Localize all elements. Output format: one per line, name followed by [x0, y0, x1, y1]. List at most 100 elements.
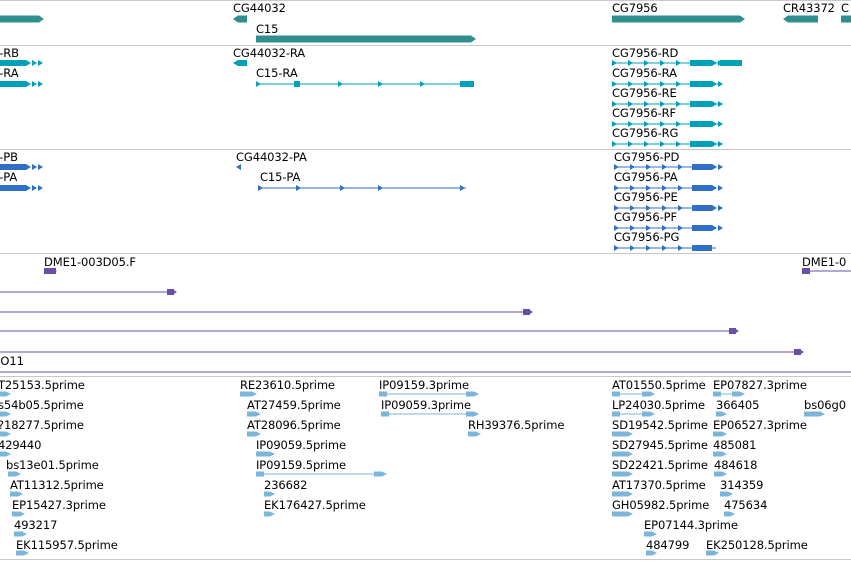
clone-end-arrow[interactable] — [734, 328, 739, 334]
mrna-c15-ra-arrow[interactable] — [420, 81, 425, 87]
protein-cg7956-exon-arrow[interactable] — [712, 225, 717, 231]
mrna-c15-ra-exon[interactable] — [460, 81, 474, 87]
est-arrow[interactable] — [270, 451, 275, 457]
protein-cg7956-arrow[interactable] — [662, 225, 667, 231]
protein-cg7956-arrow[interactable] — [662, 164, 667, 170]
protein-cg7956-arrow[interactable] — [646, 185, 651, 191]
mrna-cg7956-exon-arrow[interactable] — [712, 121, 717, 127]
mrna-cg7956-exon-arrow[interactable] — [718, 121, 723, 127]
mrna-left-exon-arrow[interactable] — [26, 60, 31, 66]
est-label-e4[interactable]: 429440 — [0, 438, 42, 452]
est-label-e29[interactable]: EP07827.3prime — [713, 378, 807, 392]
est-arrow[interactable] — [728, 491, 733, 497]
est-block[interactable] — [466, 411, 474, 417]
mrna-left-exon[interactable] — [0, 60, 26, 66]
protein-label-p-c15-pa[interactable]: C15-PA — [260, 170, 301, 184]
clone-end[interactable] — [523, 309, 530, 315]
protein-cg7956-arrow[interactable] — [646, 225, 651, 231]
protein-cg7956-arrow[interactable] — [662, 185, 667, 191]
est-arrow[interactable] — [628, 511, 633, 517]
est-block[interactable] — [716, 411, 722, 417]
est-label-e18[interactable]: IP09059.3prime — [381, 398, 471, 412]
est-block[interactable] — [724, 511, 730, 517]
mrna-cg7956-exon[interactable] — [690, 81, 712, 87]
mrna-cg7956-arrow[interactable] — [676, 60, 681, 66]
protein-c15-pa-arrow[interactable] — [460, 185, 465, 191]
est-arrow[interactable] — [652, 550, 657, 556]
est-label-e5[interactable]: bs13e01.5prime — [6, 458, 99, 472]
est-arrow[interactable] — [20, 511, 25, 517]
gene-label-g-right[interactable]: C — [841, 1, 849, 15]
clone-label-c-dme1-003d05[interactable]: DME1-003D05.F — [44, 255, 136, 269]
est-block[interactable] — [14, 531, 22, 537]
gene-label-g-cg44032[interactable]: CG44032 — [233, 1, 286, 15]
protein-cg7956-exon[interactable] — [692, 164, 712, 170]
clone-dme1-003d05-arrow[interactable] — [52, 268, 57, 274]
protein-c15-pa-arrow[interactable] — [378, 185, 383, 191]
est-block[interactable] — [240, 391, 252, 397]
est-block[interactable] — [374, 471, 382, 477]
est-block[interactable] — [8, 471, 16, 477]
est-label-e19[interactable]: RH39376.5prime — [468, 418, 565, 432]
est-label-e13[interactable]: IP09059.5prime — [256, 438, 346, 452]
protein-left-exon-arrow[interactable] — [26, 185, 31, 191]
mrna-cg7956-arrow[interactable] — [628, 141, 633, 147]
est-block[interactable] — [713, 451, 722, 457]
transcript-label-t-rf[interactable]: CG7956-RF — [612, 106, 677, 120]
mrna-cg7956-rd-exon[interactable] — [720, 60, 742, 66]
protein-c15-pa-arrow[interactable] — [296, 185, 301, 191]
est-block[interactable] — [468, 431, 476, 437]
est-label-e12[interactable]: AT28096.5prime — [247, 418, 341, 432]
transcript-label-t-re[interactable]: CG7956-RE — [612, 86, 677, 100]
protein-cg7956-arrow[interactable] — [662, 245, 667, 251]
est-arrow[interactable] — [652, 531, 657, 537]
est-label-e9[interactable]: EK115957.5prime — [16, 538, 118, 552]
mrna-cg7956-arrow[interactable] — [644, 81, 649, 87]
est-block[interactable] — [264, 491, 270, 497]
protein-cg7956-exon-arrow[interactable] — [712, 205, 717, 211]
mrna-cg44032-ra[interactable] — [233, 60, 247, 66]
est-arrow[interactable] — [740, 391, 745, 397]
mrna-cg7956-arrow[interactable] — [612, 141, 617, 147]
gene-glyph-right[interactable] — [841, 15, 851, 23]
est-arrow[interactable] — [722, 411, 727, 417]
mrna-left-exon-arrow[interactable] — [38, 60, 43, 66]
protein-cg44032-pa[interactable] — [236, 164, 241, 170]
est-block[interactable] — [379, 391, 387, 397]
mrna-cg7956-arrow[interactable] — [612, 60, 617, 66]
est-arrow[interactable] — [476, 431, 481, 437]
mrna-left-exon-arrow[interactable] — [32, 81, 37, 87]
transcript-label-t-ra[interactable]: 2-RA — [0, 66, 19, 80]
mrna-c15-ra-arrow[interactable] — [256, 81, 261, 87]
protein-c15-pa-arrow[interactable] — [340, 185, 345, 191]
mrna-cg7956-exon-arrow[interactable] — [718, 101, 723, 107]
est-block[interactable] — [10, 491, 18, 497]
est-block[interactable] — [612, 431, 628, 437]
protein-cg7956-exon-arrow[interactable] — [712, 164, 717, 170]
clone-label-c-18o11[interactable]: 18O11 — [0, 354, 24, 368]
est-block[interactable] — [612, 391, 620, 397]
est-arrow[interactable] — [474, 391, 479, 397]
est-arrow[interactable] — [650, 411, 655, 417]
protein-cg7956-arrow[interactable] — [678, 185, 683, 191]
est-label-e33[interactable]: 484618 — [714, 458, 758, 472]
protein-cg7956-arrow[interactable] — [630, 205, 635, 211]
est-block[interactable] — [12, 511, 20, 517]
est-block[interactable] — [612, 451, 628, 457]
est-block[interactable] — [0, 431, 6, 437]
transcript-label-t-rg[interactable]: CG7956-RG — [612, 126, 679, 140]
est-block[interactable] — [720, 491, 728, 497]
clone-dme1-003d05[interactable] — [44, 268, 56, 274]
mrna-cg7956-arrow[interactable] — [660, 60, 665, 66]
clone-label-c-dme1-right[interactable]: DME1-0 — [802, 255, 847, 269]
est-label-e31[interactable]: EP06527.3prime — [713, 418, 807, 432]
est-arrow[interactable] — [6, 391, 11, 397]
est-label-e36[interactable]: EK250128.5prime — [706, 538, 808, 552]
mrna-cg7956-arrow[interactable] — [660, 121, 665, 127]
est-arrow[interactable] — [714, 550, 719, 556]
mrna-cg7956-exon-arrow[interactable] — [712, 101, 717, 107]
est-arrow[interactable] — [16, 471, 21, 477]
est-block[interactable] — [612, 471, 628, 477]
protein-cg7956-exon[interactable] — [692, 205, 712, 211]
est-label-e32[interactable]: 485081 — [713, 438, 757, 452]
